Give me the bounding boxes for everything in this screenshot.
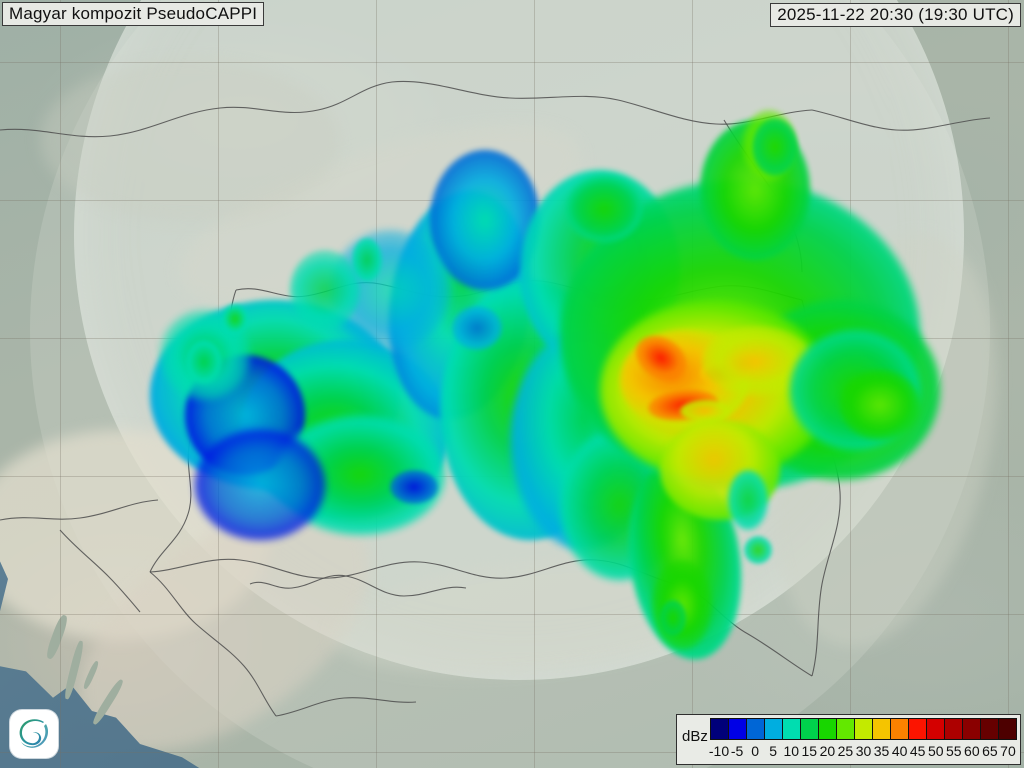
echo-cell bbox=[840, 370, 920, 440]
colorbar-swatch bbox=[999, 719, 1016, 739]
timestamp-label: 2025-11-22 20:30 (19:30 UTC) bbox=[770, 3, 1021, 27]
echo-cell bbox=[752, 118, 798, 176]
colorbar-swatch bbox=[801, 719, 819, 739]
colorbar-tick: 65 bbox=[982, 743, 998, 759]
colorbar-tick: -5 bbox=[730, 743, 744, 759]
colorbar-unit-label: dBz bbox=[682, 728, 708, 745]
colorbar-swatch bbox=[927, 719, 945, 739]
echo-cell bbox=[186, 340, 222, 384]
colorbar-tick: 25 bbox=[837, 743, 854, 759]
colorbar-tick: 0 bbox=[751, 743, 760, 759]
colorbar-tick: 10 bbox=[783, 743, 800, 759]
swirl-icon bbox=[19, 719, 49, 748]
graticule-parallel bbox=[0, 62, 1024, 63]
graticule-meridian bbox=[60, 0, 61, 768]
echo-cell bbox=[744, 536, 772, 564]
echo-cell bbox=[222, 304, 248, 334]
colorbar-tick: 15 bbox=[801, 743, 818, 759]
colorbar-legend: dBz -10 -5 0 5 10 15 20 25 30 35 40 45 50 55 60 65 70 bbox=[676, 714, 1021, 765]
colorbar-tick: 5 bbox=[769, 743, 778, 759]
echo-cell bbox=[728, 470, 768, 530]
colorbar-tick: 60 bbox=[964, 743, 980, 759]
echo-core-high-reflectivity bbox=[680, 400, 730, 422]
colorbar-swatch bbox=[747, 719, 765, 739]
colorbar-tick: 45 bbox=[909, 743, 926, 759]
colorbar-swatch bbox=[963, 719, 981, 739]
colorbar-tick: 35 bbox=[873, 743, 890, 759]
echo-cell bbox=[660, 600, 686, 636]
echo-cell bbox=[390, 470, 438, 504]
relief-bohemia bbox=[40, 60, 340, 220]
colorbar-swatch bbox=[729, 719, 747, 739]
graticule-parallel bbox=[0, 614, 1024, 615]
echo-cell bbox=[352, 238, 382, 282]
colorbar-swatch bbox=[837, 719, 855, 739]
colorbar-swatch bbox=[765, 719, 783, 739]
page-title: Magyar kompozit PseudoCAPPI bbox=[2, 2, 265, 26]
colorbar-swatch bbox=[711, 719, 729, 739]
colorbar-tick: 55 bbox=[945, 743, 962, 759]
echo-cell bbox=[290, 250, 360, 330]
colorbar-tick: 30 bbox=[855, 743, 872, 759]
colorbar-swatch bbox=[783, 719, 801, 739]
colorbar-swatch bbox=[819, 719, 837, 739]
colorbar-tick-labels: -10 -5 0 5 10 15 20 25 30 35 40 45 50 55 60 65 70 bbox=[708, 741, 1017, 763]
colorbar-swatch bbox=[891, 719, 909, 739]
echo-cell bbox=[452, 306, 502, 350]
echo-cell bbox=[566, 176, 642, 242]
colorbar-tick: -10 bbox=[708, 743, 730, 759]
met-service-logo[interactable] bbox=[10, 710, 58, 758]
graticule-meridian bbox=[1008, 0, 1009, 768]
colorbar-tick: 70 bbox=[1000, 743, 1016, 759]
colorbar-swatch bbox=[945, 719, 963, 739]
echo-cell bbox=[195, 430, 325, 540]
colorbar-swatch bbox=[909, 719, 927, 739]
colorbar-swatch bbox=[873, 719, 891, 739]
colorbar-swatch bbox=[855, 719, 873, 739]
colorbar-tick: 40 bbox=[891, 743, 908, 759]
colorbar-tick: 50 bbox=[927, 743, 944, 759]
colorbar-swatches bbox=[710, 718, 1017, 740]
colorbar-swatch bbox=[981, 719, 999, 739]
graticule-parallel bbox=[0, 752, 1024, 753]
colorbar-tick: 20 bbox=[819, 743, 836, 759]
